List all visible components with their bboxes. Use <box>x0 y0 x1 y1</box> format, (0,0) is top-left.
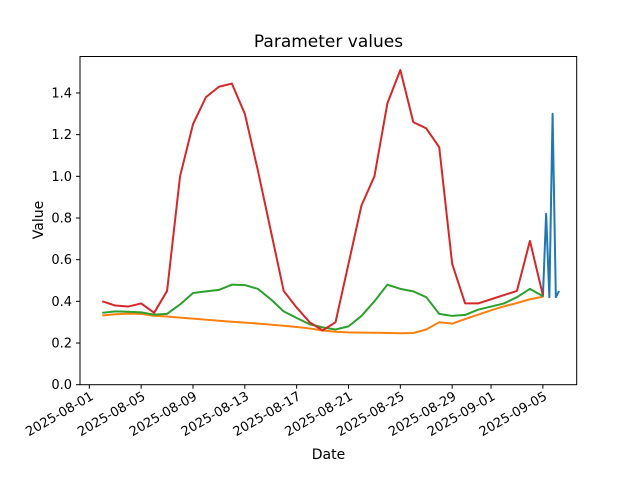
y-tick-label: 1.4 <box>51 86 72 101</box>
y-tick-label: 0.4 <box>51 295 72 310</box>
y-tick-label: 1.2 <box>51 128 72 143</box>
y-tick-label: 0.8 <box>51 211 72 226</box>
x-axis-label: Date <box>311 447 346 463</box>
y-tick-label: 0.0 <box>51 378 72 393</box>
chart-title: Parameter values <box>253 32 404 52</box>
series-line-param-red <box>101 69 544 332</box>
series-line-param-green <box>102 283 544 331</box>
series-line-param-blue <box>541 112 560 299</box>
y-tick-label: 0.6 <box>51 253 72 268</box>
axes-spines <box>79 56 578 386</box>
y-axis-label: Value <box>31 200 47 240</box>
y-tick-label: 1.0 <box>51 170 72 185</box>
y-tick-label: 0.2 <box>51 337 72 352</box>
